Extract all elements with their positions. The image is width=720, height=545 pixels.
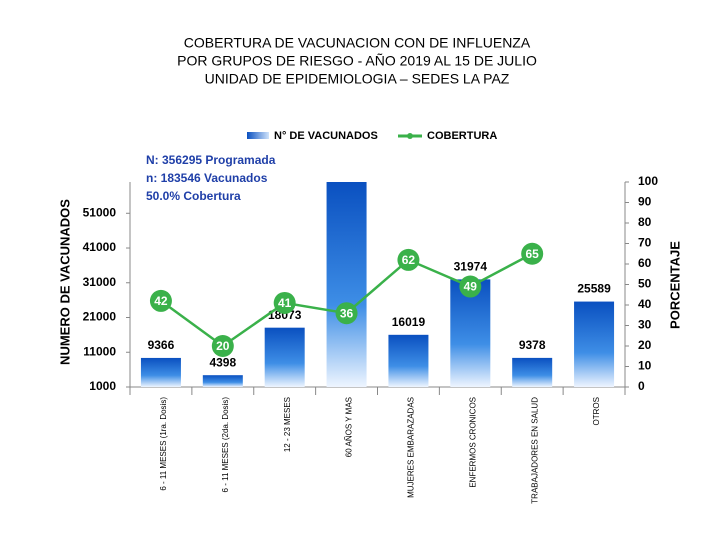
y-tick-label: 41000 <box>83 240 117 254</box>
line-marker <box>211 335 234 357</box>
bar <box>574 301 615 387</box>
chart-title: COBERTURA DE VACUNACION CON DE INFLUENZA <box>184 35 531 51</box>
y2-tick-label: 40 <box>638 297 652 311</box>
x-tick-label: MUJERES EMBARAZADAS <box>407 397 416 498</box>
data-label: 4398 <box>209 355 236 369</box>
legend-label: N° DE VACUNADOS <box>274 130 378 142</box>
y2-tick-label: 70 <box>638 236 652 250</box>
x-tick-label: 12 - 23 MESES <box>283 397 292 452</box>
bar <box>512 357 553 387</box>
data-label: 36 <box>340 306 354 320</box>
data-label: 9366 <box>148 338 175 352</box>
y-tick-label: 11000 <box>83 344 116 358</box>
data-label: 42 <box>154 294 168 308</box>
line-marker <box>459 275 482 298</box>
bar <box>388 334 429 387</box>
data-label: 31974 <box>454 260 488 274</box>
y2-tick-label: 30 <box>638 318 652 332</box>
data-label: 25589 <box>577 282 611 296</box>
x-tick-label: TRABAJADORES EN SALUD <box>530 397 539 504</box>
chart-title: POR GRUPOS DE RIESGO - AÑO 2019 AL 15 DE… <box>177 53 537 69</box>
y2-tick-label: 0 <box>638 379 645 393</box>
line-marker <box>397 248 420 271</box>
y2-tick-label: 20 <box>638 338 652 352</box>
legend-swatch <box>247 132 269 139</box>
data-label: 9378 <box>519 338 546 352</box>
y2-axis-label: PORCENTAJE <box>667 241 682 329</box>
x-tick-label: 6 - 11 MESES (2da. Dosis) <box>221 397 230 493</box>
annotation: 50.0% Cobertura <box>146 189 241 203</box>
line-marker <box>521 242 544 265</box>
y-tick-label: 31000 <box>83 275 117 289</box>
data-label: 18073 <box>268 308 302 322</box>
data-label: 62 <box>402 253 416 267</box>
data-label: 20 <box>216 339 230 353</box>
y2-tick-label: 10 <box>638 359 652 373</box>
y2-tick-label: 50 <box>638 277 652 291</box>
x-tick-label: 6 - 11 MESES (1ra. Dosis) <box>159 397 168 491</box>
x-tick-label: OTROS <box>592 397 601 425</box>
y-tick-label: 51000 <box>83 205 117 219</box>
bar <box>140 357 181 387</box>
y2-tick-label: 60 <box>638 256 652 270</box>
line-marker <box>335 302 358 325</box>
annotation: n: 183546 Vacunados <box>146 171 268 185</box>
y2-tick-label: 80 <box>638 215 652 229</box>
data-label: 16019 <box>392 315 426 329</box>
bar <box>202 375 243 387</box>
legend-swatch <box>407 133 413 139</box>
y2-tick-label: 100 <box>638 174 658 188</box>
y-axis-label: NUMERO DE VACUNADOS <box>57 199 72 365</box>
chart-title: UNIDAD DE EPIDEMIOLOGIA – SEDES LA PAZ <box>205 71 510 87</box>
bar <box>326 182 367 387</box>
data-label: 49 <box>464 280 478 294</box>
legend-label: COBERTURA <box>427 130 497 142</box>
data-label: 65 <box>526 247 540 261</box>
data-label: 41 <box>278 296 292 310</box>
y-tick-label: 1000 <box>89 379 116 393</box>
annotation: N: 356295 Programada <box>146 153 276 167</box>
bar <box>264 327 305 387</box>
line-marker <box>149 289 172 312</box>
x-tick-label: ENFERMOS CRONICOS <box>468 397 477 488</box>
line-marker <box>273 291 296 314</box>
y2-tick-label: 90 <box>638 195 652 209</box>
x-tick-label: 60 AÑOS Y MAS <box>345 397 354 457</box>
y-tick-label: 21000 <box>83 310 117 324</box>
